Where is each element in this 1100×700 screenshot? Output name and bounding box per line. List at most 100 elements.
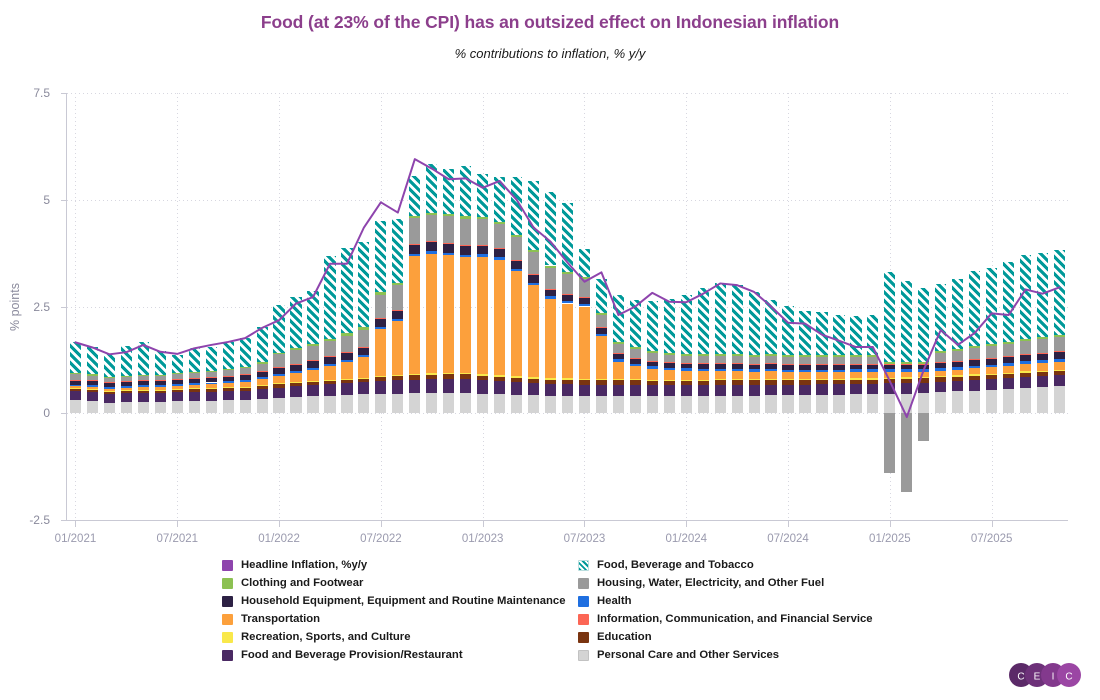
bar-segment — [1036, 387, 1049, 414]
bar-segment — [544, 298, 557, 378]
bar-segment — [460, 374, 472, 379]
bar-segment — [680, 379, 692, 381]
bar-segment — [544, 265, 557, 268]
bar-segment — [137, 387, 149, 390]
bar-segment — [935, 392, 947, 414]
bar-segment — [748, 369, 760, 372]
bar-segment — [867, 356, 879, 364]
x-tick-mark — [380, 520, 382, 527]
legend-item[interactable]: Personal Care and Other Services — [578, 646, 873, 664]
bar-segment — [765, 354, 777, 357]
bar-segment — [273, 375, 285, 384]
bar-segment — [544, 191, 557, 266]
legend-item[interactable]: Household Equipment, Equipment and Routi… — [222, 592, 565, 610]
bar-segment — [561, 395, 574, 414]
headline-inflation-line — [74, 158, 1061, 419]
legend-item[interactable]: Food and Beverage Provision/Restaurant — [222, 646, 565, 664]
bar-segment — [612, 380, 624, 386]
bar-segment — [901, 393, 913, 414]
bar-segment — [290, 382, 302, 387]
bar-segment — [154, 351, 166, 375]
bar-segment — [426, 373, 438, 375]
bar-segment — [477, 218, 489, 245]
bar-segment — [986, 389, 998, 414]
bar-segment — [426, 374, 438, 380]
bar-segment — [494, 176, 506, 222]
bar-segment — [341, 362, 353, 380]
bar-segment — [137, 392, 149, 402]
bar-segment — [239, 374, 251, 380]
bar-segment — [103, 354, 115, 377]
bar-segment — [137, 380, 149, 386]
bar-segment — [341, 379, 353, 380]
bar-segment — [901, 382, 913, 394]
bar-segment — [137, 376, 149, 381]
bar-segment — [663, 370, 675, 380]
bar-segment — [392, 321, 404, 375]
bar-segment — [799, 395, 811, 414]
y-tick-label: 2.5 — [33, 299, 50, 314]
legend-label: Recreation, Sports, and Culture — [241, 631, 411, 643]
bar-segment — [765, 371, 777, 379]
bar-segment — [986, 358, 998, 365]
legend-item[interactable]: Recreation, Sports, and Culture — [222, 628, 565, 646]
legend-item[interactable]: Food, Beverage and Tobacco — [578, 556, 873, 574]
bar-segment — [120, 393, 132, 403]
legend-item[interactable]: Education — [578, 628, 873, 646]
bar-segment — [697, 354, 709, 357]
bar-segment — [222, 381, 234, 383]
bar-segment — [595, 279, 608, 314]
bar-segment — [765, 384, 777, 396]
bar-segment — [731, 371, 743, 380]
bar-segment — [561, 300, 574, 304]
bar-segment — [1036, 336, 1049, 339]
bar-segment — [850, 369, 862, 372]
legend-swatch-icon — [222, 595, 233, 607]
bar-segment — [375, 376, 387, 378]
bar-segment — [833, 378, 845, 380]
bar-segment — [86, 374, 99, 376]
bar-segment — [392, 310, 404, 320]
bar-segment — [663, 367, 675, 371]
y-tick-mark — [61, 520, 67, 521]
bar-segment — [188, 378, 200, 383]
bar-segment — [1053, 370, 1066, 376]
bar-segment — [171, 379, 183, 385]
bar-segment — [511, 268, 523, 272]
bar-segment — [969, 368, 981, 375]
bar-segment — [918, 371, 930, 377]
bar-segment — [69, 391, 82, 401]
bar-segment — [799, 372, 811, 380]
bar-segment — [341, 335, 353, 352]
legend-item[interactable]: Information, Communication, and Financia… — [578, 610, 873, 628]
legend-item[interactable]: Transportation — [222, 610, 565, 628]
bar-segment — [578, 277, 591, 280]
bar-segment — [765, 363, 777, 369]
legend-item[interactable]: Clothing and Footwear — [222, 574, 565, 592]
bar-segment — [1036, 370, 1049, 372]
bar-segment — [612, 341, 624, 345]
bar-segment — [1019, 255, 1032, 339]
bar-segment — [86, 389, 99, 392]
legend-item[interactable]: Health — [578, 592, 873, 610]
bar-segment — [833, 364, 845, 370]
bar-segment — [731, 356, 743, 364]
bar-segment — [1003, 262, 1015, 342]
bar-segment — [120, 386, 132, 389]
bar-segment — [477, 375, 489, 380]
bar-segment — [731, 354, 743, 357]
bar-segment — [629, 347, 641, 350]
bar-segment — [850, 371, 862, 379]
x-tick-label: 07/2022 — [360, 533, 402, 545]
bar-segment — [392, 380, 404, 394]
bar-segment — [952, 391, 964, 414]
bar-segment — [494, 248, 506, 258]
bar-segment — [409, 218, 421, 244]
x-tick-mark — [177, 520, 179, 527]
bar-segment — [1036, 253, 1049, 337]
bar-segment — [884, 364, 896, 370]
legend-item[interactable]: Headline Inflation, %y/y — [222, 556, 565, 574]
bar-segment — [222, 382, 234, 388]
bar-segment — [256, 363, 268, 371]
legend-item[interactable]: Housing, Water, Electricity, and Other F… — [578, 574, 873, 592]
